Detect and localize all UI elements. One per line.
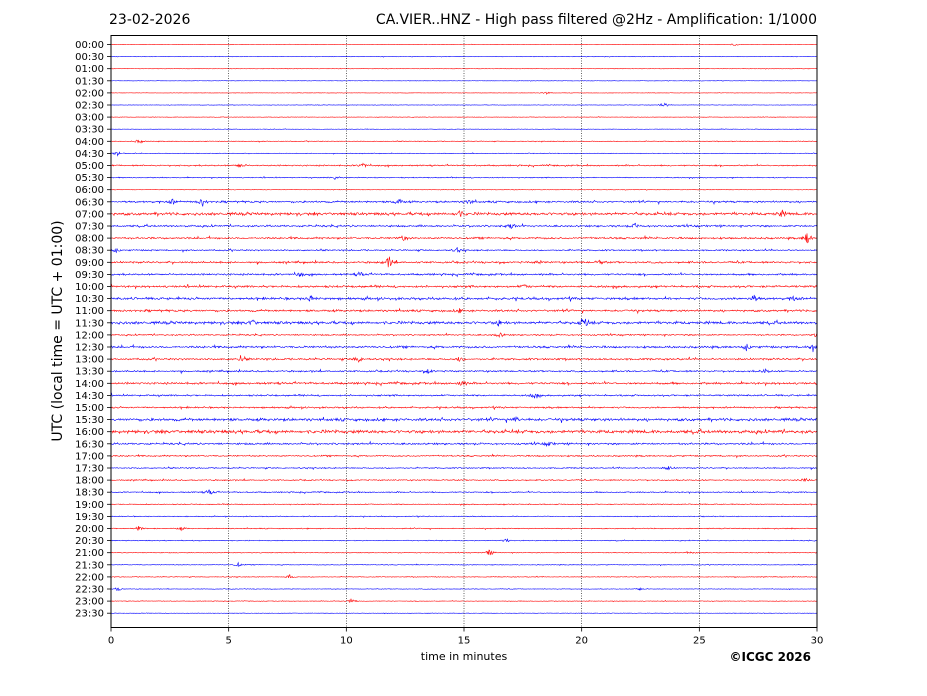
y-tick-label: 19:30 [75, 512, 104, 523]
trace-row-0600 [110, 188, 817, 191]
y-tick-label: 04:00 [75, 137, 104, 148]
y-tick-label: 10:00 [75, 282, 104, 293]
y-tick-label: 20:00 [75, 524, 104, 535]
y-tick-label: 00:30 [75, 52, 104, 63]
x-tick-label: 30 [811, 636, 824, 647]
x-tick-label: 5 [225, 636, 231, 647]
y-tick-label: 14:30 [75, 391, 104, 402]
trace-row-0300 [110, 116, 817, 118]
y-tick-label: 07:00 [75, 209, 104, 220]
trace-row-2100 [110, 549, 817, 556]
y-tick-label: 01:30 [75, 76, 104, 87]
y-tick-label: 21:00 [75, 548, 104, 559]
y-tick-label: 01:00 [75, 64, 104, 75]
y-tick-label: 08:30 [75, 246, 104, 257]
y-tick-label: 12:00 [75, 330, 104, 341]
y-axis-label: UTC (local time = UTC + 01:00) [50, 220, 66, 441]
trace-row-0230 [110, 102, 817, 107]
x-tick-label: 25 [693, 636, 706, 647]
trace-row-1200 [110, 332, 817, 339]
trace-row-1700 [110, 453, 817, 459]
trace-row-0630 [110, 198, 817, 208]
trace-row-0830 [110, 246, 817, 254]
trace-row-2130 [110, 561, 817, 568]
y-tick-label: 07:30 [75, 222, 104, 233]
trace-row-0530 [110, 175, 817, 180]
y-tick-label: 10:30 [75, 294, 104, 305]
y-tick-label: 14:00 [75, 379, 104, 390]
y-tick-label: 23:30 [75, 609, 104, 620]
y-tick-label: 03:30 [75, 125, 104, 136]
trace-row-2300 [110, 598, 817, 604]
y-tick-label: 08:00 [75, 234, 104, 245]
date-label: 23-02-2026 [109, 12, 191, 28]
chart-title: CA.VIER..HNZ - High pass filtered @2Hz -… [375, 12, 817, 28]
y-tick-label: 16:00 [75, 427, 104, 438]
y-tick-label: 17:00 [75, 451, 104, 462]
trace-row-1130 [110, 318, 817, 327]
y-tick-label: 02:00 [75, 88, 104, 99]
trace-row-2200 [110, 573, 817, 579]
y-tick-label: 21:30 [75, 560, 104, 571]
y-tick-label: 11:00 [75, 306, 104, 317]
y-tick-label: 05:00 [75, 161, 104, 172]
trace-row-0030 [110, 55, 817, 58]
grid-group [228, 35, 700, 628]
trace-row-0330 [110, 128, 817, 130]
x-tick-label: 15 [458, 636, 471, 647]
x-tick-label: 0 [108, 636, 114, 647]
y-tick-label: 22:00 [75, 572, 104, 583]
y-tick-label: 09:00 [75, 258, 104, 269]
y-tick-label: 03:00 [75, 113, 104, 124]
trace-row-1730 [110, 466, 817, 471]
traces-group [110, 43, 817, 615]
trace-row-1500 [110, 405, 817, 411]
y-tick-label: 11:30 [75, 318, 104, 329]
trace-row-1300 [110, 355, 817, 363]
trace-row-1400 [110, 380, 817, 387]
y-tick-label: 06:00 [75, 185, 104, 196]
y-tick-label: 22:30 [75, 585, 104, 596]
trace-row-1900 [110, 503, 817, 506]
x-tick-label: 10 [340, 636, 353, 647]
y-tick-label: 19:00 [75, 500, 104, 511]
y-tick-label: 20:30 [75, 536, 104, 547]
x-axis-label: time in minutes [421, 650, 508, 663]
y-tick-label: 06:30 [75, 197, 104, 208]
trace-row-1830 [110, 489, 817, 495]
copyright-label: ©ICGC 2026 [729, 650, 811, 664]
y-tick-label: 18:30 [75, 488, 104, 499]
y-tick-label: 09:30 [75, 270, 104, 281]
y-tick-label: 13:00 [75, 355, 104, 366]
y-tick-label: 23:00 [75, 597, 104, 608]
y-tick-label: 12:30 [75, 343, 104, 354]
trace-row-1530 [110, 416, 817, 423]
y-tick-label: 15:30 [75, 415, 104, 426]
x-tick-label: 20 [575, 636, 588, 647]
y-tick-label: 02:30 [75, 101, 104, 112]
y-tick-label: 00:00 [75, 40, 104, 51]
y-tick-label: 05:30 [75, 173, 104, 184]
y-tick-label: 17:30 [75, 464, 104, 475]
y-tick-label: 13:30 [75, 367, 104, 378]
trace-row-0000 [110, 43, 817, 46]
y-tick-label: 15:00 [75, 403, 104, 414]
trace-row-1330 [110, 368, 817, 375]
trace-row-1430 [110, 392, 817, 399]
y-tick-label: 18:00 [75, 476, 104, 487]
trace-row-0900 [110, 256, 817, 268]
y-tick-label: 16:30 [75, 439, 104, 450]
y-tick-label: 04:30 [75, 149, 104, 160]
